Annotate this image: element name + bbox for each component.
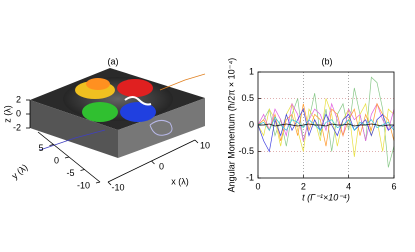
y-tick bbox=[49, 144, 54, 146]
trajectory-loop bbox=[149, 119, 173, 136]
y-tick-label: 1 bbox=[249, 66, 254, 76]
x-tick-label: -10 bbox=[111, 182, 124, 192]
z-tick-label: -2 bbox=[13, 122, 21, 132]
z-tick-label: 2 bbox=[16, 94, 21, 104]
x-axis-label: t (Γ⁻¹×10⁻⁴) bbox=[302, 192, 350, 202]
y-tick-label: -0.5 bbox=[238, 146, 254, 156]
x-tick-label: 6 bbox=[391, 181, 396, 191]
panel-title: (b) bbox=[322, 56, 333, 66]
x-tick bbox=[194, 139, 199, 144]
x-tick-label: 0 bbox=[159, 161, 164, 171]
y-tick bbox=[64, 156, 70, 159]
y-tick-label: 5 bbox=[38, 143, 43, 153]
x-tick bbox=[151, 160, 155, 165]
y-tick-label: 0 bbox=[249, 119, 254, 129]
z-axis-label: z (λ) bbox=[2, 105, 12, 123]
x-tick-label: 10 bbox=[200, 140, 210, 150]
box-left-face bbox=[30, 100, 118, 158]
x-axis-label: x (λ) bbox=[171, 176, 189, 186]
y-axis-label: y (λ) bbox=[10, 162, 30, 181]
series-line bbox=[258, 123, 394, 127]
panel-a-scene bbox=[29, 68, 206, 183]
shadow bbox=[63, 77, 173, 121]
series-line bbox=[257, 108, 395, 153]
x-tick-label: 4 bbox=[346, 181, 351, 191]
x-tick bbox=[107, 181, 112, 186]
y-tick-label: 0 bbox=[54, 155, 59, 165]
series-line bbox=[257, 102, 395, 147]
y-tick-label: -10 bbox=[77, 180, 90, 190]
series-line bbox=[257, 98, 395, 157]
trajectory-orange bbox=[159, 73, 206, 91]
y-axis-label: Angular Momentum (ħ/2π × 10⁻⁴) bbox=[226, 58, 236, 193]
blob-green bbox=[82, 102, 118, 122]
y-tick bbox=[80, 169, 85, 171]
y-tick bbox=[95, 181, 101, 184]
y-tick-label: -5 bbox=[66, 168, 74, 178]
blob-white bbox=[124, 96, 152, 106]
z-tick-label: 0 bbox=[16, 108, 21, 118]
x-tick-label: 0 bbox=[255, 181, 260, 191]
blob-red bbox=[117, 79, 153, 97]
panel-title: (a) bbox=[108, 56, 119, 66]
y-tick-label: -1 bbox=[246, 172, 254, 182]
y-tick-label: 0.5 bbox=[241, 93, 254, 103]
series-line bbox=[257, 102, 395, 141]
box-right-face bbox=[118, 98, 205, 158]
x-tick-label: 2 bbox=[301, 181, 306, 191]
blob-orange bbox=[86, 78, 110, 90]
plot-frame bbox=[257, 71, 395, 179]
trajectory-blue bbox=[39, 129, 106, 151]
blob-blue bbox=[120, 102, 156, 122]
